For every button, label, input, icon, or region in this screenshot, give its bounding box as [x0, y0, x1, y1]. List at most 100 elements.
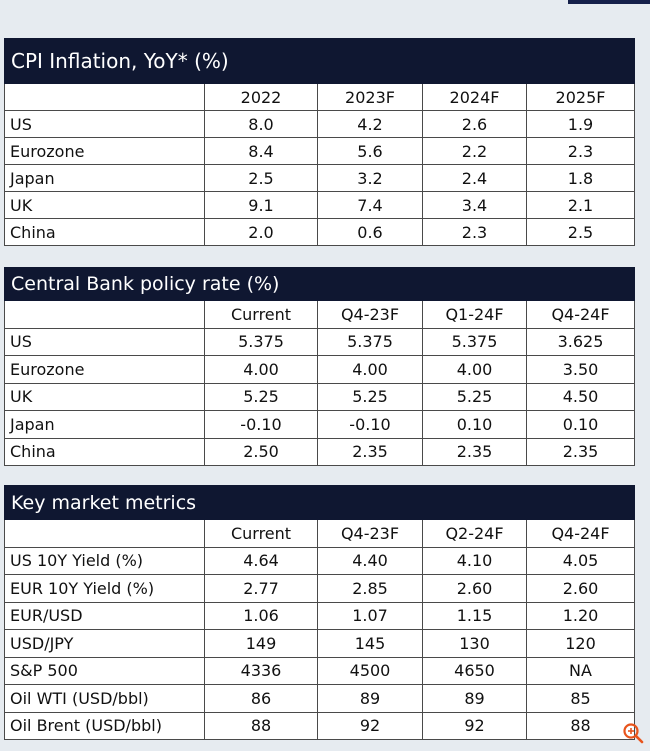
table-cell: 4.00: [317, 355, 423, 384]
table-cell: 2.85: [317, 574, 423, 603]
column-header: 2023F: [317, 83, 423, 111]
row-label: EUR 10Y Yield (%): [4, 574, 205, 603]
table-cell: 2.60: [525, 574, 636, 603]
row-label: China: [4, 218, 205, 246]
table-cell: 4650: [422, 656, 527, 685]
table-cell: 130: [422, 629, 527, 658]
column-header: Current: [204, 519, 318, 548]
table-cell: 1.07: [317, 601, 423, 630]
table-cell: 5.375: [204, 327, 318, 356]
column-header: Q1-24F: [422, 300, 527, 329]
table-header-row: Current Q4-23F Q1-24F Q4-24F: [4, 300, 635, 329]
table-cell: 3.50: [526, 355, 635, 384]
table-row: China 2.50 2.35 2.35 2.35: [4, 437, 635, 466]
row-label: US: [4, 327, 205, 356]
table-cell: 2.35: [317, 437, 423, 466]
table-cell: 86: [204, 684, 318, 713]
table-cell: 2.5: [204, 164, 318, 192]
table-title-row: Central Bank policy rate (%): [4, 267, 635, 301]
table-row: Oil Brent (USD/bbl) 88 92 92 88: [4, 711, 636, 740]
column-header: 2024F: [422, 83, 527, 111]
row-label: USD/JPY: [4, 629, 205, 658]
table-row: US 10Y Yield (%) 4.64 4.40 4.10 4.05: [4, 546, 636, 575]
table-cell: 1.15: [422, 601, 527, 630]
table-cell: 2.6: [422, 110, 527, 138]
table-cell: 149: [204, 629, 318, 658]
table-cell: 5.25: [204, 382, 318, 411]
table-row: China 2.0 0.6 2.3 2.5: [4, 218, 636, 246]
table-cell: 2.0: [204, 218, 318, 246]
row-label: UK: [4, 382, 205, 411]
row-label: China: [4, 437, 205, 466]
table-row: US 8.0 4.2 2.6 1.9: [4, 110, 636, 138]
table-cell: 5.6: [317, 137, 423, 165]
table-header-row: Current Q4-23F Q2-24F Q4-24F: [4, 519, 636, 548]
table-cell: 2.5: [525, 218, 636, 246]
table-cell: 4.10: [422, 546, 527, 575]
column-header: [4, 300, 205, 329]
row-label: UK: [4, 191, 205, 219]
table-cell: 3.4: [422, 191, 527, 219]
table-cell: 0.10: [526, 410, 635, 439]
zoom-icon[interactable]: [622, 722, 644, 744]
table-header-row: 2022 2023F 2024F 2025F: [4, 83, 636, 111]
table-cell: 5.25: [317, 382, 423, 411]
table-cell: 2.4: [422, 164, 527, 192]
market-table-title: Key market metrics: [3, 485, 636, 520]
table-cell: -0.10: [317, 410, 423, 439]
table-cell: 5.375: [317, 327, 423, 356]
table-cell: 2.3: [422, 218, 527, 246]
table-row: UK 9.1 7.4 3.4 2.1: [4, 191, 636, 219]
table-row: UK 5.25 5.25 5.25 4.50: [4, 382, 635, 411]
table-row: S&P 500 4336 4500 4650 NA: [4, 656, 636, 685]
column-header: [4, 83, 205, 111]
row-label: S&P 500: [4, 656, 205, 685]
table-row: USD/JPY 149 145 130 120: [4, 629, 636, 658]
key-market-metrics-table: Key market metrics Current Q4-23F Q2-24F…: [3, 485, 636, 740]
policy-rate-table: Central Bank policy rate (%) Current Q4-…: [4, 267, 635, 466]
cpi-inflation-table: CPI Inflation, YoY* (%) 2022 2023F 2024F…: [3, 38, 636, 246]
table-cell: 4.2: [317, 110, 423, 138]
table-cell: 120: [525, 629, 636, 658]
table-cell: 0.6: [317, 218, 423, 246]
table-cell: 2.35: [422, 437, 527, 466]
table-cell: 7.4: [317, 191, 423, 219]
table-cell: 88: [525, 711, 636, 740]
table-row: Eurozone 8.4 5.6 2.2 2.3: [4, 137, 636, 165]
table-cell: 4.05: [525, 546, 636, 575]
table-title-row: CPI Inflation, YoY* (%): [3, 38, 636, 84]
column-header: Current: [204, 300, 318, 329]
table-cell: 1.20: [525, 601, 636, 630]
table-cell: 92: [422, 711, 527, 740]
table-cell: 2.2: [422, 137, 527, 165]
table-cell: 4336: [204, 656, 318, 685]
table-row: Japan -0.10 -0.10 0.10 0.10: [4, 410, 635, 439]
table-cell: 1.8: [525, 164, 636, 192]
table-cell: 4500: [317, 656, 423, 685]
table-cell: 89: [422, 684, 527, 713]
table-cell: 88: [204, 711, 318, 740]
table-cell: 4.64: [204, 546, 318, 575]
row-label: Eurozone: [4, 137, 205, 165]
table-row: Eurozone 4.00 4.00 4.00 3.50: [4, 355, 635, 384]
cpi-table-title: CPI Inflation, YoY* (%): [3, 38, 636, 84]
row-label: Oil WTI (USD/bbl): [4, 684, 205, 713]
top-accent-bar: [568, 0, 650, 4]
policy-table-title: Central Bank policy rate (%): [4, 267, 635, 301]
row-label: Eurozone: [4, 355, 205, 384]
column-header: Q4-24F: [525, 519, 636, 548]
row-label: EUR/USD: [4, 601, 205, 630]
table-row: US 5.375 5.375 5.375 3.625: [4, 327, 635, 356]
column-header: 2022: [204, 83, 318, 111]
table-title-row: Key market metrics: [3, 485, 636, 520]
table-cell: 92: [317, 711, 423, 740]
column-header: [4, 519, 205, 548]
table-cell: 2.50: [204, 437, 318, 466]
table-cell: 8.0: [204, 110, 318, 138]
table-cell: 2.3: [525, 137, 636, 165]
table-cell: 3.625: [526, 327, 635, 356]
table-cell: 2.1: [525, 191, 636, 219]
table-cell: 2.35: [526, 437, 635, 466]
row-label: Japan: [4, 164, 205, 192]
table-row: EUR/USD 1.06 1.07 1.15 1.20: [4, 601, 636, 630]
